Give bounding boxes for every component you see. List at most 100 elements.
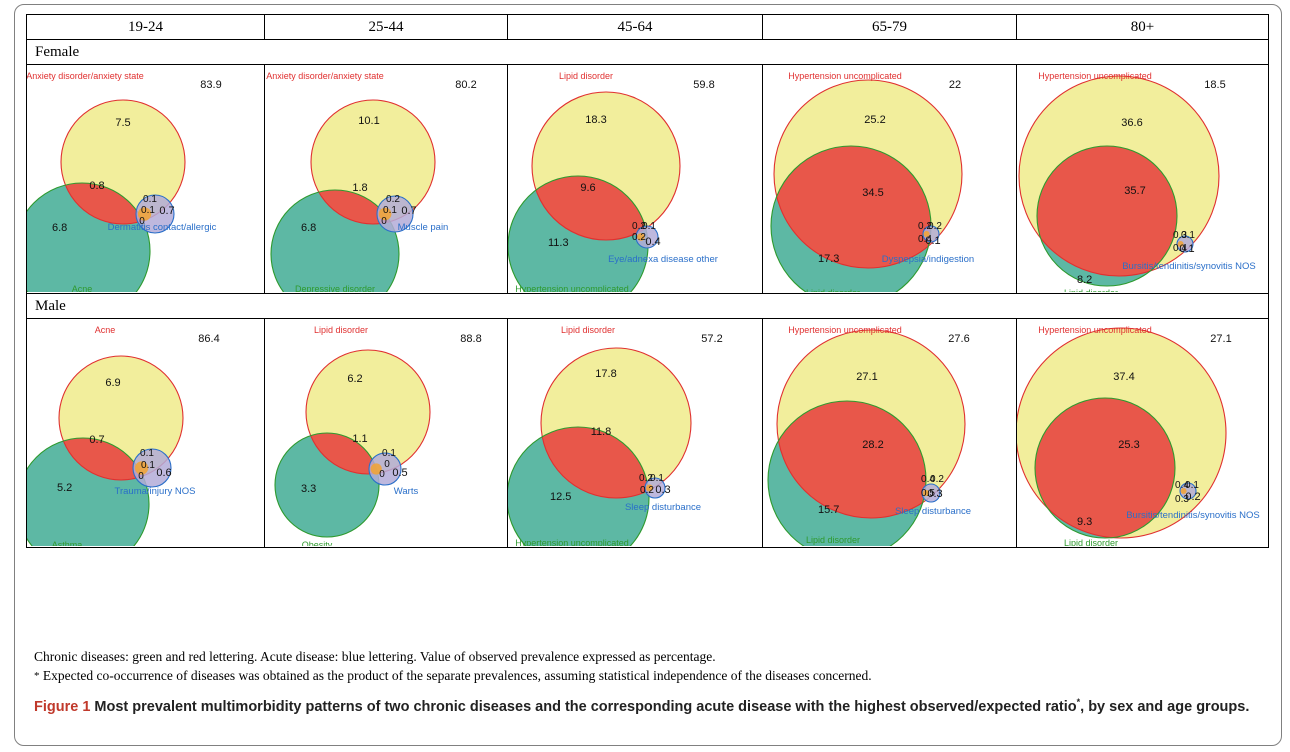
- venn-circle-acute: [644, 477, 666, 499]
- value-small-1: 0.4: [921, 474, 935, 485]
- value-small-3: 0.1: [141, 460, 155, 471]
- venn-circle-acute: [1176, 235, 1194, 253]
- value-acute-only: 0.1: [925, 235, 940, 247]
- notes-line-1: Chronic diseases: green and red letterin…: [34, 649, 716, 664]
- acute-disease-label: Bursitis/tendinitis/synovitis NOS: [1126, 510, 1260, 521]
- value-small-1: 0.1: [143, 194, 157, 205]
- venn-small-overlap: [137, 207, 152, 221]
- value-bottom-only: 6.8: [52, 222, 67, 234]
- venn-small-overlap: [1180, 488, 1187, 494]
- venn-figure-table: 19-24 25-44 45-64 65-79 80+ Female Anxie…: [26, 14, 1269, 548]
- venn-small-overlap: [646, 484, 653, 492]
- value-small-3: 0: [384, 459, 390, 470]
- value-small-3: 0.1: [1181, 230, 1195, 241]
- top-disease-label: Anxiety disorder/anxiety state: [27, 71, 144, 81]
- value-bottom-only: 11.3: [548, 237, 569, 249]
- venn-overlap: [59, 438, 149, 480]
- value-top-only: 27.1: [856, 371, 877, 383]
- venn-diagram: Lipid disorder88.86.21.13.30.50.100Obesi…: [274, 325, 482, 546]
- venn-diagram: Acne86.46.90.75.20.60.100.1AsthmaTrauma/…: [27, 325, 220, 546]
- venn-circle-bottom-outline: [27, 182, 151, 292]
- top-disease-label: Hypertension uncomplicated: [1038, 325, 1152, 335]
- age-header: 25-44: [264, 14, 508, 40]
- value-overlap: 34.5: [862, 187, 883, 199]
- venn-overlap: [1037, 146, 1177, 276]
- venn-diagram: Anxiety disorder/anxiety state 83.9 7.5 0.8…: [27, 71, 222, 292]
- value-small-1: 0.2: [386, 194, 400, 205]
- value-acute-only: 0.3: [927, 488, 942, 500]
- venn-circle-bottom-outline: [1034, 397, 1176, 539]
- observed-expected-ratio: 88.8: [460, 333, 481, 345]
- value-small-2: 0.2: [640, 485, 654, 496]
- value-overlap: 25.3: [1118, 439, 1139, 451]
- value-acute-only: 0.7: [401, 205, 416, 217]
- age-header: 45-64: [507, 14, 763, 40]
- bottom-disease-label: Depressive disorder: [295, 284, 375, 292]
- figure-caption-label: Figure 1: [34, 698, 91, 715]
- value-small-1: 0.1: [382, 448, 396, 459]
- value-acute-only: 0.5: [392, 467, 407, 479]
- venn-small-overlap: [637, 233, 645, 241]
- observed-expected-ratio: 83.9: [200, 79, 221, 91]
- value-bottom-only: 12.5: [550, 491, 571, 503]
- value-overlap: 1.1: [352, 433, 367, 445]
- acute-disease-label: Sleep disturbance: [895, 506, 971, 517]
- venn-cell: Acne 86.4 6.9 0.7 5.2 0.6 0.1 0 0.1 Asthma Trauma/…: [26, 318, 265, 548]
- acute-disease-label: Eye/adnexa disease other: [608, 254, 718, 265]
- value-top-only: 18.3: [585, 114, 606, 126]
- figure-notes: Chronic diseases: green and red letterin…: [34, 647, 872, 686]
- observed-expected-ratio: 57.2: [701, 333, 722, 345]
- venn-circle-bottom-outline: [1036, 145, 1178, 287]
- venn-circle-acute: [368, 452, 402, 486]
- acute-disease-label: Trauma/injury NOS: [115, 486, 196, 497]
- venn-cell: Lipid disorder 59.8 18.3 9.6 11.3 0.4 0.2 0.2 0.…: [507, 64, 763, 294]
- venn-circle-acute: [376, 195, 414, 233]
- top-disease-label: Acne: [95, 325, 116, 335]
- value-bottom-only: 8.2: [1077, 274, 1092, 286]
- top-disease-label: Anxiety disorder/anxiety state: [266, 71, 384, 81]
- venn-circle-top-outline: [1018, 75, 1220, 277]
- value-acute-only: 0.4: [645, 236, 660, 248]
- venn-circle-acute: [1179, 482, 1197, 500]
- value-top-only: 17.8: [595, 368, 616, 380]
- venn-row-female: Anxiety disorder/anxiety state 83.9 7.5 0.8…: [26, 64, 1269, 294]
- value-small-2: 0: [138, 471, 144, 482]
- acute-disease-label: Warts: [394, 486, 419, 497]
- bottom-disease-label: Lipid disorder: [1064, 288, 1118, 292]
- value-top-only: 10.1: [358, 115, 379, 127]
- venn-circle-bottom-outline: [274, 432, 380, 538]
- age-header: 80+: [1016, 14, 1269, 40]
- observed-expected-ratio: 80.2: [455, 79, 476, 91]
- venn-circle-acute: [132, 448, 172, 488]
- venn-diagram: Hypertension uncomplicated 18.5 36.6 35.7 8.…: [1018, 71, 1256, 292]
- venn-circle-acute: [921, 483, 941, 503]
- venn-cell: Lipid disorder 57.2 17.8 11.8 12.5 0.3 0.2 0.2 0…: [507, 318, 763, 548]
- bottom-disease-label: Lipid disorder: [806, 535, 860, 545]
- venn-small-overlap: [923, 231, 930, 237]
- venn-overlap: [61, 183, 150, 224]
- figure-caption-text-end: , by sex and age groups.: [1080, 698, 1250, 715]
- value-small-3: 0.1: [1185, 480, 1199, 491]
- venn-circle-acute: [135, 194, 175, 234]
- sex-label: Female: [26, 39, 1269, 65]
- venn-circle-bottom-outline: [27, 437, 150, 546]
- value-small-3: 0.1: [141, 205, 155, 216]
- bottom-disease-label: Hypertension uncomplicated: [515, 538, 629, 546]
- value-small-3: 0.1: [642, 221, 656, 232]
- top-disease-label: Lipid disorder: [561, 325, 615, 335]
- value-small-2: 0: [379, 469, 385, 480]
- venn-circle-bottom-outline: [270, 189, 400, 292]
- observed-expected-ratio: 59.8: [693, 79, 714, 91]
- notes-line-2: * Expected co-occurrence of diseases was…: [34, 666, 872, 686]
- notes-asterisk: *: [34, 670, 40, 682]
- venn-cell: Hypertension uncomplicated 18.5 36.6 35.7 8.…: [1016, 64, 1269, 294]
- value-small-1: 0.3: [1173, 230, 1187, 241]
- venn-circle-top-outline: [776, 329, 966, 519]
- value-small-3: 0.1: [383, 205, 397, 216]
- acute-disease-label: Dermatitis contact/allergic: [108, 222, 217, 233]
- value-overlap: 28.2: [862, 439, 883, 451]
- value-small-2: 0: [139, 216, 145, 227]
- top-disease-label: Hypertension uncomplicated: [788, 71, 902, 81]
- value-small-2: 0.4: [1173, 243, 1187, 254]
